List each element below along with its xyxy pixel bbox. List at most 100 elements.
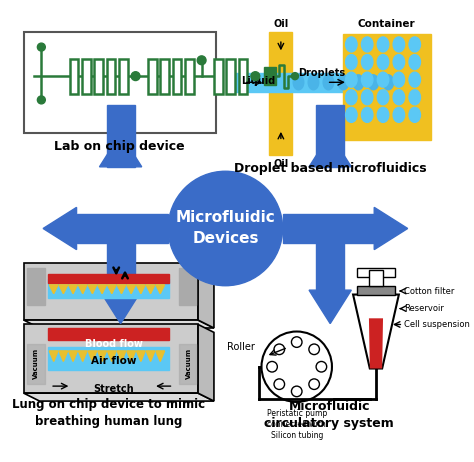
Text: Stretch: Stretch [93, 384, 134, 394]
Text: Roller: Roller [227, 342, 255, 353]
Polygon shape [98, 285, 107, 294]
Polygon shape [156, 351, 164, 361]
Polygon shape [24, 393, 214, 401]
Text: Microfluidic
circulatory system: Microfluidic circulatory system [264, 400, 394, 430]
Polygon shape [146, 351, 155, 361]
Ellipse shape [293, 75, 304, 90]
Polygon shape [59, 351, 68, 361]
Polygon shape [146, 285, 155, 294]
Bar [77, 214, 168, 243]
Polygon shape [49, 351, 58, 361]
Polygon shape [43, 207, 77, 249]
Polygon shape [127, 351, 136, 361]
Circle shape [37, 96, 46, 104]
Bar [269, 32, 292, 155]
Circle shape [292, 386, 302, 397]
Text: Air flow: Air flow [91, 356, 137, 365]
Bar [179, 344, 196, 384]
Bar [238, 59, 247, 94]
Polygon shape [353, 295, 399, 369]
Bar [47, 274, 169, 283]
Text: Oil: Oil [273, 159, 289, 169]
Ellipse shape [393, 72, 405, 87]
Polygon shape [117, 285, 126, 294]
Text: Droplets: Droplets [299, 67, 346, 78]
Ellipse shape [308, 75, 319, 90]
Text: Lung on chip device to mimic
breathing human lung: Lung on chip device to mimic breathing h… [12, 398, 205, 428]
Polygon shape [78, 351, 87, 361]
Polygon shape [108, 351, 116, 361]
Bar [356, 268, 395, 277]
Polygon shape [156, 285, 164, 294]
Bar [47, 279, 169, 298]
Circle shape [131, 72, 140, 80]
Ellipse shape [393, 55, 405, 70]
Bar [27, 268, 45, 305]
Bar [107, 105, 135, 167]
Polygon shape [369, 318, 383, 369]
Ellipse shape [362, 37, 373, 52]
Polygon shape [69, 351, 77, 361]
Polygon shape [78, 285, 87, 294]
Polygon shape [309, 290, 351, 323]
Text: Blood flow: Blood flow [85, 339, 143, 349]
Ellipse shape [377, 55, 389, 70]
Ellipse shape [409, 107, 420, 122]
Ellipse shape [409, 55, 420, 70]
Ellipse shape [383, 75, 393, 90]
Circle shape [197, 56, 206, 65]
Bar [214, 59, 223, 94]
Bar [27, 344, 45, 384]
Ellipse shape [368, 75, 379, 90]
Bar [47, 328, 169, 340]
Bar [70, 59, 78, 94]
Circle shape [316, 361, 327, 372]
Bar [235, 73, 404, 92]
Text: Oil: Oil [273, 19, 289, 30]
Polygon shape [108, 285, 116, 294]
Bar [94, 59, 103, 94]
Ellipse shape [346, 90, 357, 105]
Polygon shape [137, 351, 145, 361]
Bar [107, 59, 115, 94]
Bar [119, 59, 128, 94]
Polygon shape [117, 351, 126, 361]
Ellipse shape [346, 72, 357, 87]
Polygon shape [24, 263, 198, 320]
Ellipse shape [362, 90, 373, 105]
Text: Lab on chip device: Lab on chip device [55, 140, 185, 152]
Text: Reservoir: Reservoir [404, 304, 444, 313]
Ellipse shape [409, 90, 420, 105]
Polygon shape [137, 285, 145, 294]
Circle shape [309, 379, 319, 389]
Circle shape [267, 361, 277, 372]
Text: Vacuum: Vacuum [33, 348, 39, 379]
Polygon shape [100, 290, 142, 323]
Circle shape [274, 379, 284, 389]
Polygon shape [374, 207, 408, 249]
Polygon shape [69, 285, 77, 294]
Text: Cell suspension: Cell suspension [404, 320, 470, 329]
Bar [264, 67, 275, 85]
Ellipse shape [346, 55, 357, 70]
Polygon shape [88, 351, 97, 361]
Bar [316, 229, 344, 290]
Ellipse shape [362, 72, 373, 87]
Bar [316, 105, 344, 167]
Ellipse shape [377, 37, 389, 52]
Polygon shape [59, 285, 68, 294]
Ellipse shape [377, 72, 389, 87]
Ellipse shape [338, 75, 349, 90]
Bar [148, 59, 157, 94]
Ellipse shape [362, 107, 373, 122]
Ellipse shape [377, 107, 389, 122]
Circle shape [292, 337, 302, 347]
Ellipse shape [323, 75, 334, 90]
Polygon shape [49, 285, 58, 294]
Circle shape [262, 332, 332, 402]
Ellipse shape [409, 72, 420, 87]
Circle shape [37, 43, 46, 51]
Polygon shape [198, 263, 214, 328]
Bar [24, 32, 216, 134]
Polygon shape [127, 285, 136, 294]
